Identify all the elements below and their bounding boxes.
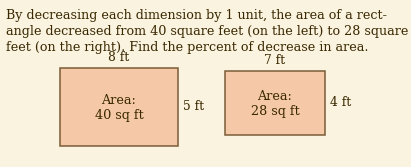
Text: angle decreased from 40 square feet (on the left) to 28 square: angle decreased from 40 square feet (on … (6, 26, 409, 39)
Text: 7 ft: 7 ft (264, 54, 286, 67)
Text: feet (on the right). Find the percent of decrease in area.: feet (on the right). Find the percent of… (6, 42, 369, 54)
Text: 28 sq ft: 28 sq ft (251, 106, 299, 119)
Bar (60, 68, 178, 146)
Bar (225, 71, 325, 135)
Text: 8 ft: 8 ft (109, 51, 129, 64)
Text: Area:: Area: (258, 91, 293, 104)
Text: 5 ft: 5 ft (183, 101, 204, 114)
Text: 4 ft: 4 ft (330, 97, 351, 110)
Text: By decreasing each dimension by 1 unit, the area of a rect-: By decreasing each dimension by 1 unit, … (6, 10, 387, 23)
Text: Area:: Area: (102, 95, 136, 108)
Text: 40 sq ft: 40 sq ft (95, 110, 143, 123)
